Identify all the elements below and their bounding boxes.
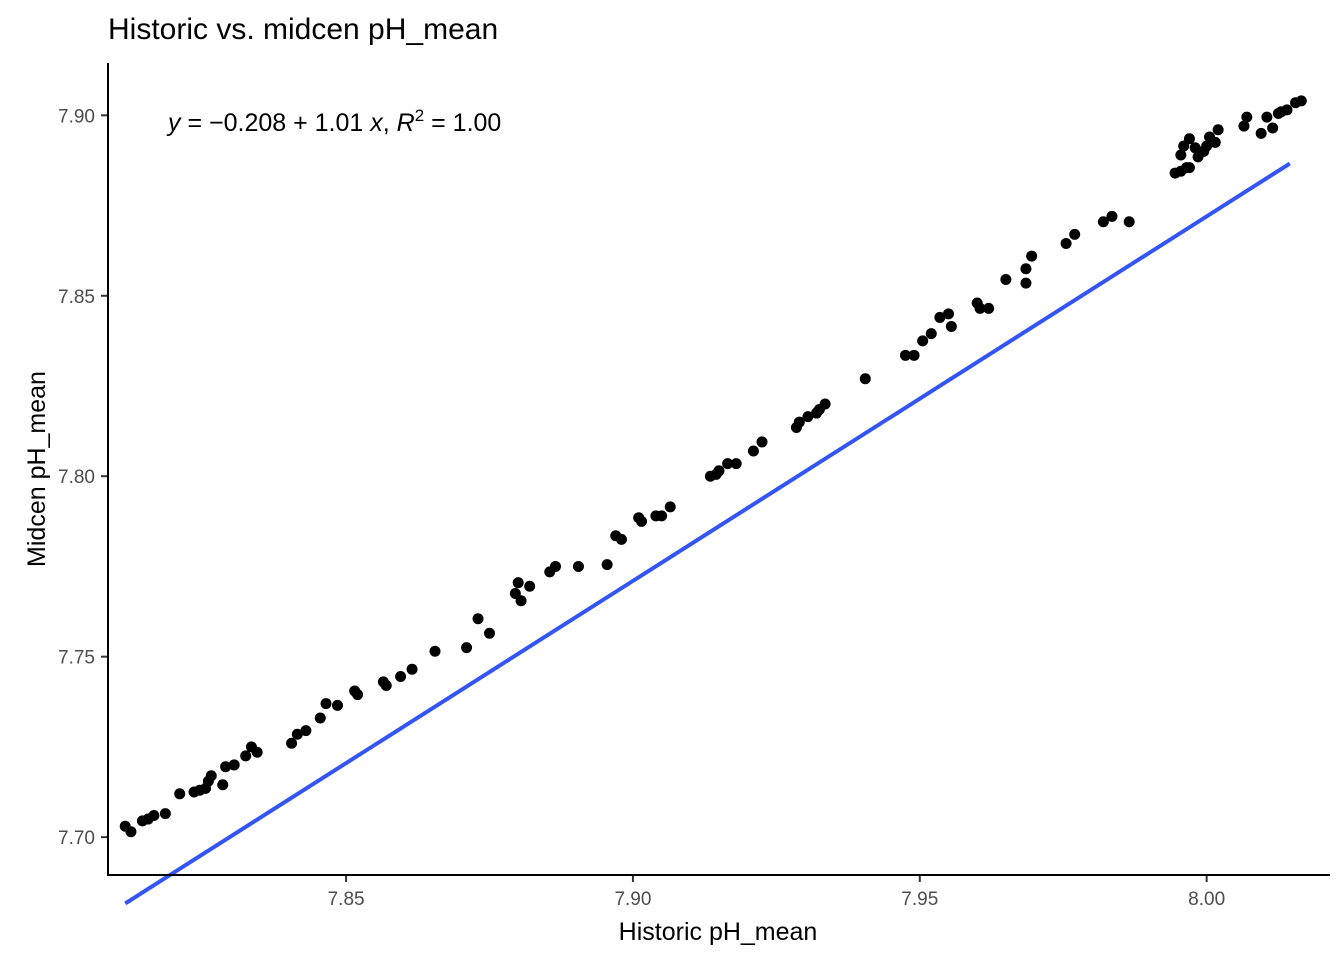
annotation-y: y [166,109,182,137]
data-point [945,320,957,332]
regression-annotation: y = −0.208 + 1.01 x, R2 = 1.00 [166,106,501,137]
data-point [1106,210,1118,222]
data-point [1267,122,1279,134]
data-point [286,737,298,749]
y-tick-label: 7.80 [58,467,95,488]
data-point [983,302,995,314]
data-point [1241,111,1253,123]
annotation-x: x [369,109,384,137]
data-point [1123,216,1135,228]
data-point [1020,277,1032,289]
data-point [636,515,648,527]
data-point [656,510,668,522]
data-point [352,689,364,701]
data-point [314,712,326,724]
data-point [1209,136,1221,148]
x-tick-label: 7.95 [901,889,938,910]
data-point [1020,263,1032,275]
y-tick-label: 7.75 [58,648,95,669]
data-point [899,349,911,361]
data-point [713,465,725,477]
data-point [819,398,831,410]
data-point [756,436,768,448]
data-point [174,788,186,800]
data-point [1189,142,1201,154]
data-point [917,335,929,347]
data-point [205,770,217,782]
data-point [908,349,920,361]
chart-title: Historic vs. midcen pH_mean [108,13,498,46]
data-point [601,559,613,571]
data-point [1295,95,1307,107]
data-point [380,680,392,692]
data-point [220,761,232,773]
x-axis-title: Historic pH_mean [619,918,818,946]
data-point [461,642,473,654]
data-point [1281,104,1293,116]
axis-ticks: 7.85 7.90 7.95 8.00 7.70 7.75 7.80 7.85 7.90 [58,106,1225,910]
data-point [291,728,303,740]
data-point [320,698,332,710]
data-point [429,645,441,657]
data-point [1183,162,1195,174]
data-point [1000,274,1012,286]
x-tick-label: 7.85 [328,889,365,910]
data-point [406,663,418,675]
data-point [942,308,954,320]
data-point [572,560,584,572]
data-point [159,808,171,820]
x-tick-label: 7.90 [614,889,651,910]
data-point [524,580,536,592]
data-point [484,627,496,639]
data-point [148,809,160,821]
data-point [515,595,527,607]
data-point [1201,140,1213,152]
data-point [615,533,627,545]
data-point [331,699,343,711]
annotation-equation: = −0.208 + 1.01 [181,109,371,137]
data-point [251,746,263,758]
data-point [1183,133,1195,145]
annotation-separator: , [383,109,397,137]
data-point [1026,250,1038,262]
data-point [1069,228,1081,240]
data-point [512,577,524,589]
y-tick-label: 7.85 [58,287,95,308]
data-point [472,613,484,625]
data-point [217,779,229,791]
data-point [1255,127,1267,139]
data-point [722,458,734,470]
annotation-superscript: 2 [415,106,424,125]
data-point [1212,124,1224,136]
data-point [1097,216,1109,228]
data-points [119,95,1307,838]
data-point [395,671,407,683]
data-point [925,328,937,340]
annotation-r2-value: = 1.00 [424,109,501,137]
regression-line [124,161,1291,906]
data-point [1175,149,1187,161]
y-axis-title: Midcen pH_mean [23,371,51,567]
data-point [549,560,561,572]
annotation-r: R [397,109,415,137]
data-point [793,416,805,428]
data-point [1060,237,1072,249]
data-point [974,302,986,314]
data-point [730,458,742,470]
data-point [300,725,312,737]
data-point [1238,120,1250,132]
data-point [228,759,240,771]
y-tick-label: 7.90 [58,106,95,127]
y-tick-label: 7.70 [58,828,95,849]
data-point [1261,111,1273,123]
x-tick-label: 8.00 [1188,889,1225,910]
data-point [240,750,252,762]
data-point [747,445,759,457]
data-point [125,826,137,838]
data-point [802,411,814,423]
data-point [664,501,676,513]
data-point [934,311,946,323]
data-point [859,373,871,385]
